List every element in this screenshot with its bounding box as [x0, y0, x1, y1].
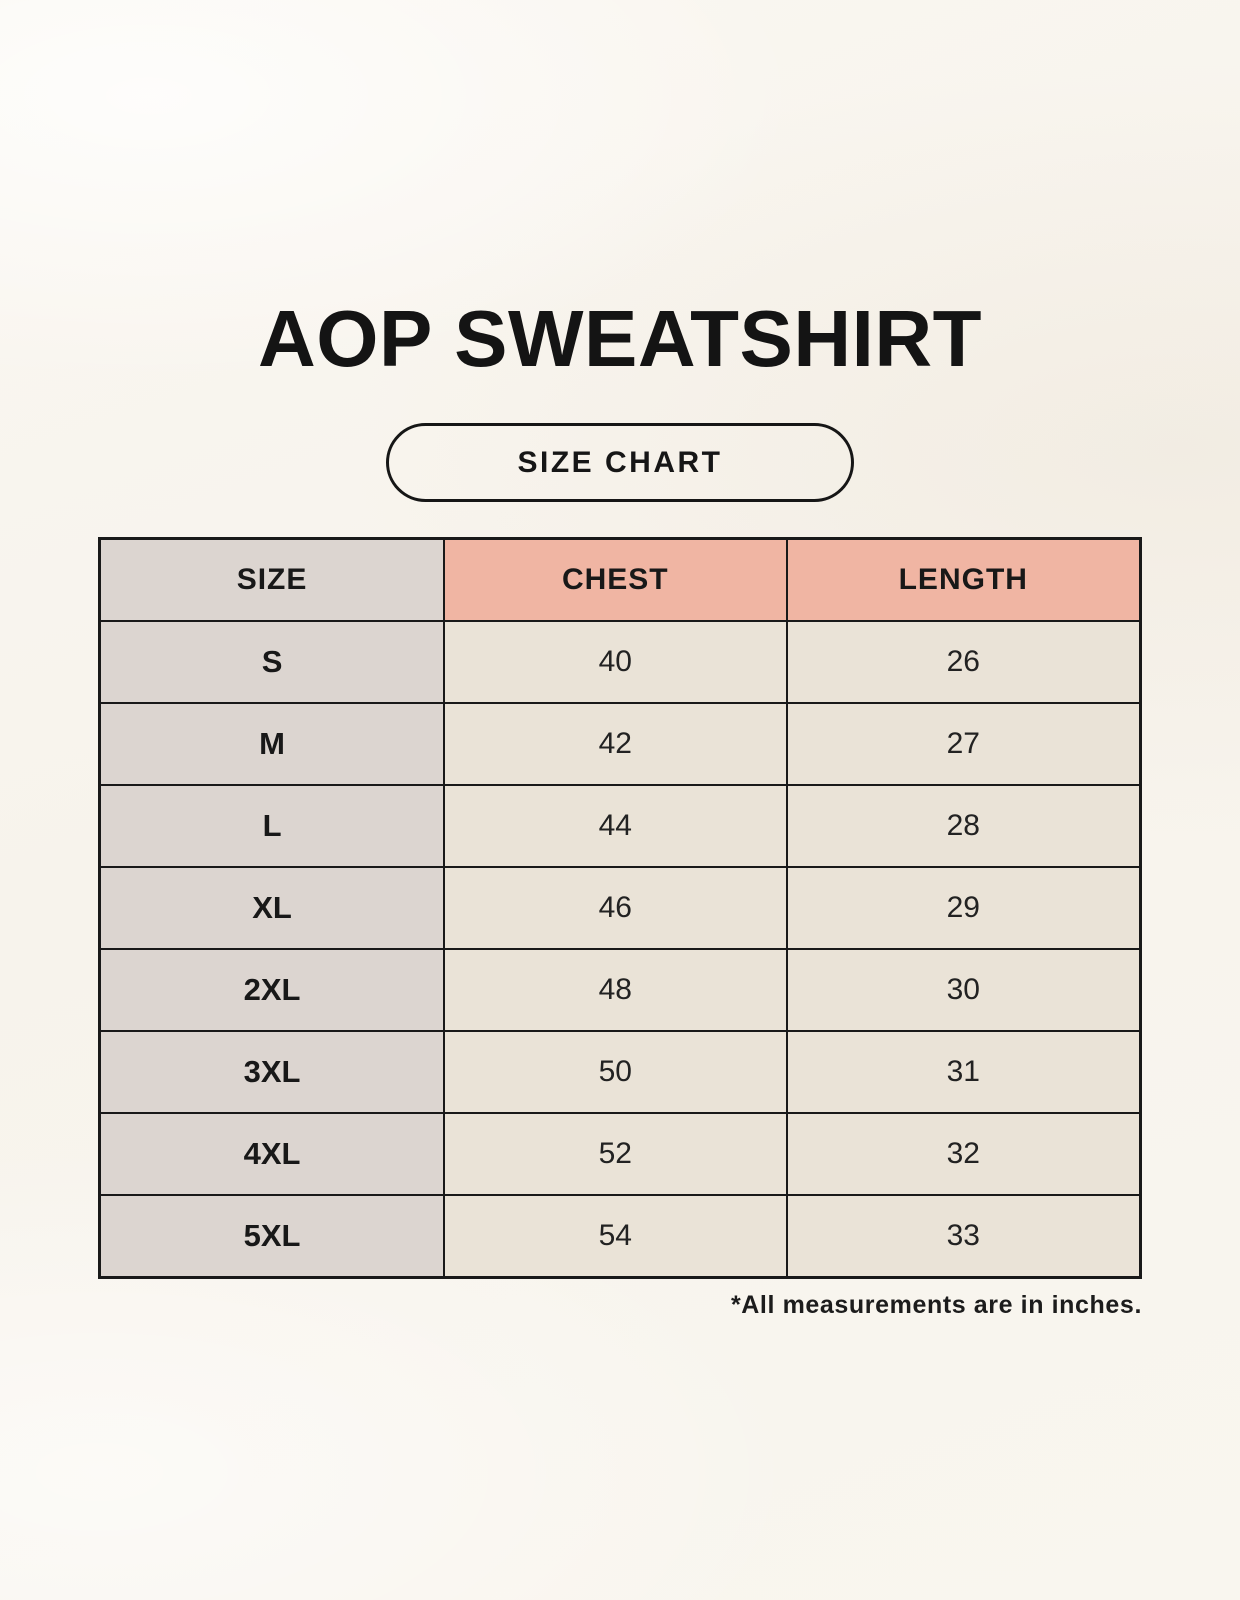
- size-cell: XL: [98, 866, 446, 950]
- badge-container: SIZE CHART: [0, 423, 1240, 502]
- length-value-cell: 30: [785, 948, 1142, 1032]
- column-header-chest: CHEST: [443, 537, 788, 622]
- table-row: 5XL 54 33: [98, 1194, 1142, 1279]
- chest-value-cell: 48: [443, 948, 788, 1032]
- size-cell: 4XL: [98, 1112, 446, 1196]
- table-header-row: SIZE CHEST LENGTH: [98, 537, 1142, 622]
- chest-value-cell: 42: [443, 702, 788, 786]
- size-cell: 3XL: [98, 1030, 446, 1114]
- chest-value-cell: 54: [443, 1194, 788, 1279]
- length-value-cell: 29: [785, 866, 1142, 950]
- length-value-cell: 31: [785, 1030, 1142, 1114]
- column-header-size: SIZE: [98, 537, 446, 622]
- table-row: S 40 26: [98, 620, 1142, 704]
- chest-value-cell: 40: [443, 620, 788, 704]
- length-value-cell: 32: [785, 1112, 1142, 1196]
- size-cell: M: [98, 702, 446, 786]
- size-chart-table: SIZE CHEST LENGTH S 40 26 M 42 27 L 44 2…: [98, 537, 1142, 1279]
- length-value-cell: 33: [785, 1194, 1142, 1279]
- footnote-container: *All measurements are in inches.: [98, 1291, 1142, 1320]
- table-row: XL 46 29: [98, 866, 1142, 950]
- size-cell: S: [98, 620, 446, 704]
- table-row: 3XL 50 31: [98, 1030, 1142, 1114]
- size-chart-page: AOP SWEATSHIRT SIZE CHART SIZE CHEST LEN…: [0, 294, 1240, 1320]
- chest-value-cell: 44: [443, 784, 788, 868]
- column-header-length: LENGTH: [785, 537, 1142, 622]
- table-row: L 44 28: [98, 784, 1142, 868]
- chest-value-cell: 52: [443, 1112, 788, 1196]
- length-value-cell: 27: [785, 702, 1142, 786]
- table-row: M 42 27: [98, 702, 1142, 786]
- table-row: 2XL 48 30: [98, 948, 1142, 1032]
- size-cell: 5XL: [98, 1194, 446, 1279]
- chest-value-cell: 46: [443, 866, 788, 950]
- size-chart-badge: SIZE CHART: [386, 423, 854, 502]
- size-cell: 2XL: [98, 948, 446, 1032]
- length-value-cell: 28: [785, 784, 1142, 868]
- size-cell: L: [98, 784, 446, 868]
- table-row: 4XL 52 32: [98, 1112, 1142, 1196]
- measurement-note: *All measurements are in inches.: [730, 1291, 1142, 1319]
- page-title: AOP SWEATSHIRT: [257, 294, 983, 383]
- length-value-cell: 26: [785, 620, 1142, 704]
- chest-value-cell: 50: [443, 1030, 788, 1114]
